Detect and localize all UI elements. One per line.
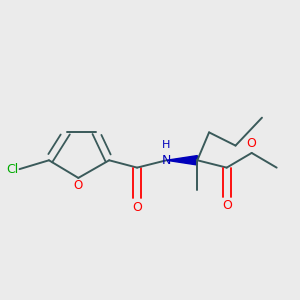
Text: N: N bbox=[162, 154, 171, 167]
Text: Cl: Cl bbox=[6, 163, 18, 176]
Text: O: O bbox=[247, 137, 256, 150]
Text: O: O bbox=[132, 201, 142, 214]
Text: O: O bbox=[74, 179, 83, 192]
Text: O: O bbox=[222, 200, 232, 212]
Polygon shape bbox=[167, 156, 197, 165]
Text: H: H bbox=[162, 140, 171, 150]
